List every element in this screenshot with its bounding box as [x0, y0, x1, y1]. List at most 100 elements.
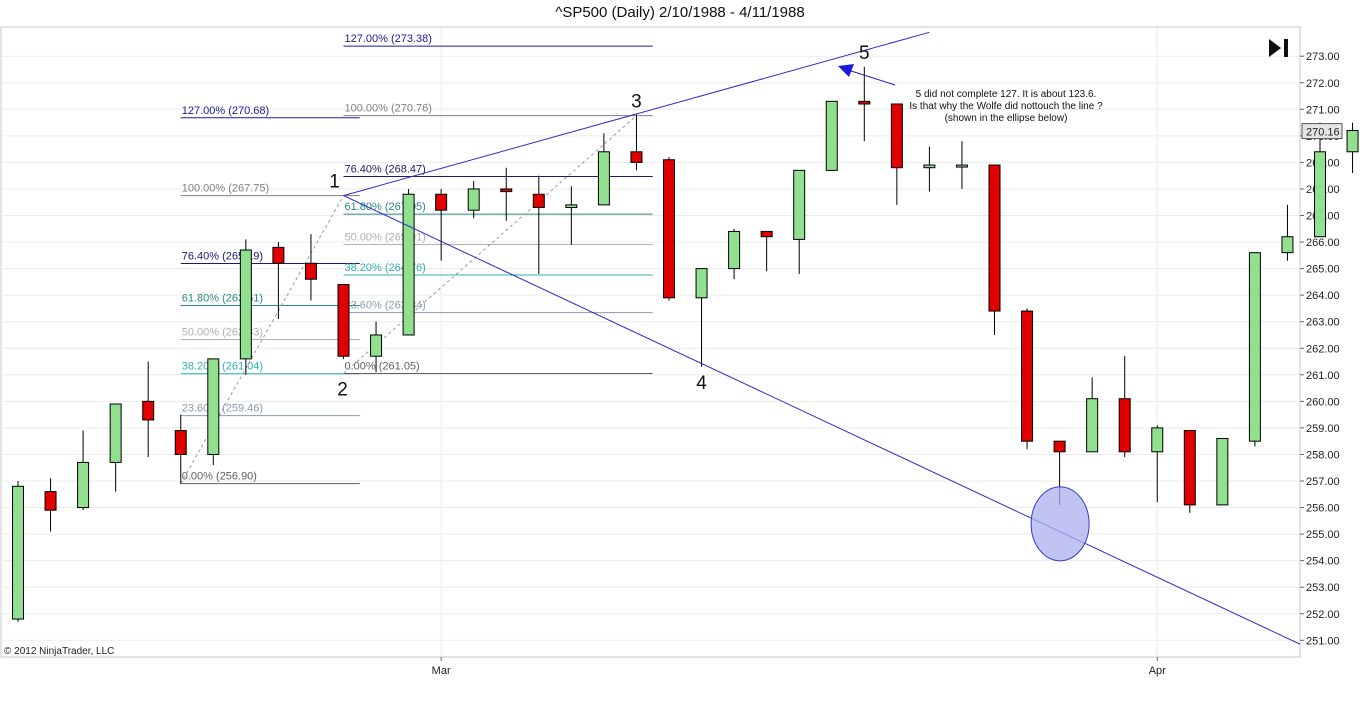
wave-label: 1 — [329, 172, 340, 193]
candle — [304, 234, 317, 301]
candle — [1183, 430, 1196, 513]
candle-body — [207, 358, 220, 455]
candle-body — [337, 284, 350, 357]
annotation-arrow-head — [838, 64, 854, 77]
candle-body — [663, 159, 675, 299]
y-tick-label: 262.00 — [1306, 343, 1340, 355]
candle-body — [142, 400, 155, 421]
candle — [500, 167, 513, 221]
candle — [467, 180, 480, 219]
y-tick-label: 251.00 — [1306, 635, 1340, 647]
candle-body — [793, 169, 806, 240]
y-tick-label: 273.00 — [1306, 51, 1340, 63]
x-tick-label: Mar — [432, 665, 451, 677]
x-axis: Mar Apr — [432, 657, 1166, 677]
skip-end-icon — [1269, 39, 1288, 57]
y-tick-label: 261.00 — [1306, 370, 1340, 382]
candle — [174, 414, 187, 484]
candle-body — [1118, 398, 1131, 453]
candle — [728, 228, 741, 280]
fib-level-label: 76.40% (268.47) — [345, 163, 426, 175]
candle-body — [272, 246, 285, 264]
candle — [955, 141, 968, 189]
candle-body — [174, 430, 187, 455]
y-tick-label: 259.00 — [1306, 423, 1340, 435]
candle — [825, 100, 838, 171]
y-axis: 251.00 252.00 253.00 254.00 255.00 256.00 257.… — [1300, 51, 1340, 647]
annotation-text: 5 did not complete 127. It is about 123.… — [916, 89, 1097, 100]
candle — [272, 242, 285, 320]
candle — [1248, 252, 1261, 447]
y-tick-label: 260.00 — [1306, 396, 1340, 408]
candle-body — [239, 249, 252, 360]
plot-area — [0, 26, 1301, 658]
candle-body — [77, 461, 90, 509]
candle — [532, 175, 545, 274]
wolfe-trend-lines — [343, 31, 1300, 645]
candle-body — [695, 268, 708, 299]
candle — [663, 157, 675, 301]
candle — [1151, 425, 1164, 503]
fib-level-label: 127.00% (270.68) — [182, 105, 269, 117]
candle — [890, 103, 903, 205]
candle-body — [1248, 252, 1261, 442]
candles — [12, 66, 1359, 622]
fib-level-label: 100.00% (267.75) — [182, 183, 269, 195]
y-tick-label: 255.00 — [1306, 529, 1340, 541]
candle-body — [597, 151, 610, 206]
highlight-ellipse — [1030, 486, 1090, 562]
y-tick-label: 266.00 — [1306, 237, 1340, 249]
candle-body — [467, 188, 480, 211]
y-tick-label: 264.00 — [1306, 290, 1340, 302]
y-tick-label: 252.00 — [1306, 609, 1340, 621]
fib-level-label: 0.00% (261.05) — [345, 360, 420, 372]
candle — [1281, 204, 1294, 261]
candle-body — [304, 262, 317, 280]
chart-title: ^SP500 (Daily) 2/10/1988 - 4/11/1988 — [555, 4, 805, 21]
trend-line — [343, 195, 1300, 645]
candle — [793, 169, 806, 274]
candle — [630, 114, 643, 171]
candle-body — [532, 193, 545, 209]
candle — [12, 481, 24, 622]
zigzag-segment — [343, 115, 637, 374]
candle-body — [1021, 310, 1034, 442]
candle-body — [1151, 427, 1164, 453]
candle — [239, 239, 252, 375]
candle-body — [1183, 430, 1196, 506]
candle-body — [890, 103, 903, 169]
candle-body — [500, 188, 513, 193]
wave-label: 2 — [337, 379, 348, 400]
candle-body — [728, 230, 741, 270]
candle — [337, 284, 350, 359]
y-tick-label: 253.00 — [1306, 582, 1340, 594]
candle-body — [825, 100, 838, 171]
candle — [1086, 377, 1099, 453]
candle — [77, 430, 90, 511]
x-tick-label: Apr — [1149, 665, 1166, 677]
candle-body — [12, 485, 24, 620]
candle — [370, 321, 383, 373]
candle — [1118, 356, 1131, 458]
y-tick-label: 271.00 — [1306, 104, 1340, 116]
candle — [1216, 438, 1229, 506]
candle-body — [109, 403, 122, 463]
candle — [695, 268, 708, 367]
skip-to-end-button[interactable] — [1266, 36, 1294, 60]
candle-body — [760, 230, 773, 238]
last-price-box — [1301, 123, 1343, 140]
candle-body — [1086, 398, 1099, 453]
candle-body — [565, 204, 578, 209]
candle-body — [955, 164, 968, 168]
annotation-text: (shown in the ellipse below) — [945, 113, 1068, 124]
annotation-text: Is that why the Wolfe did nottouch the l… — [909, 101, 1103, 112]
y-tick-label: 263.00 — [1306, 317, 1340, 329]
y-tick-label: 256.00 — [1306, 503, 1340, 515]
candle — [435, 188, 448, 261]
overlay: 1 2 3 4 5 5 did not complete 127. It is about… — [329, 43, 1343, 562]
candle — [988, 164, 1001, 335]
last-price-label: 270.16 — [1306, 127, 1340, 139]
y-tick-label: 272.00 — [1306, 78, 1340, 90]
wave-label: 5 — [859, 43, 870, 64]
